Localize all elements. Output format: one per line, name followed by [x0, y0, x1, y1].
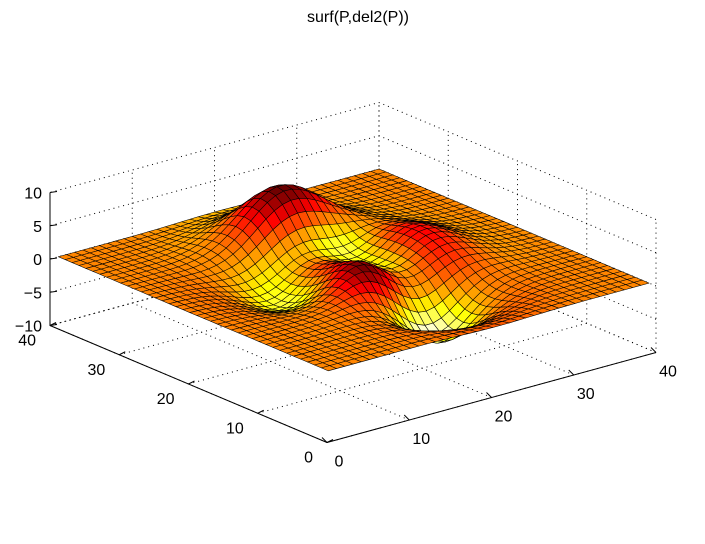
- chart-title: surf(P,del2(P)): [307, 9, 409, 26]
- z-tick-label: −10: [15, 319, 42, 336]
- grid-line-z: [49, 101, 657, 220]
- x-tick-mark: [403, 414, 410, 421]
- x-tick-label: 40: [659, 364, 677, 381]
- y-tick-mark: [326, 439, 334, 443]
- surface-mesh: [57, 168, 650, 372]
- x-tick-mark: [650, 347, 657, 353]
- z-tick-mark: [49, 224, 58, 227]
- z-tick-mark: [49, 191, 58, 193]
- axes: [49, 191, 657, 443]
- x-tick-label: 0: [335, 454, 344, 471]
- x-tick-label: 10: [412, 431, 430, 448]
- y-tick-mark: [49, 322, 57, 326]
- y-tick-label: 30: [87, 362, 105, 379]
- x-tick-mark: [568, 369, 575, 376]
- z-tick-label: 10: [24, 186, 42, 203]
- z-tick-mark: [49, 257, 58, 260]
- z-tick-label: −5: [24, 285, 42, 302]
- x-tick-mark: [321, 437, 328, 443]
- y-tick-mark: [257, 409, 264, 414]
- y-tick-label: 0: [304, 450, 313, 467]
- surface-facet: [321, 365, 337, 372]
- z-tick-label: 0: [33, 252, 42, 269]
- y-tick-mark: [119, 351, 126, 356]
- y-tick-label: 20: [157, 391, 175, 408]
- z-tick-label: 5: [33, 219, 42, 236]
- tick-labels: −10 −5 0 5 10 0 10 20 30 40 0 10 20 30 40: [15, 186, 677, 471]
- y-tick-label: 40: [18, 333, 36, 350]
- z-tick-mark: [49, 290, 58, 293]
- y-tick-mark: [188, 380, 195, 385]
- y-tick-label: 10: [226, 420, 244, 437]
- x-tick-label: 20: [495, 409, 513, 426]
- x-tick-mark: [486, 392, 492, 398]
- x-tick-label: 30: [577, 386, 595, 403]
